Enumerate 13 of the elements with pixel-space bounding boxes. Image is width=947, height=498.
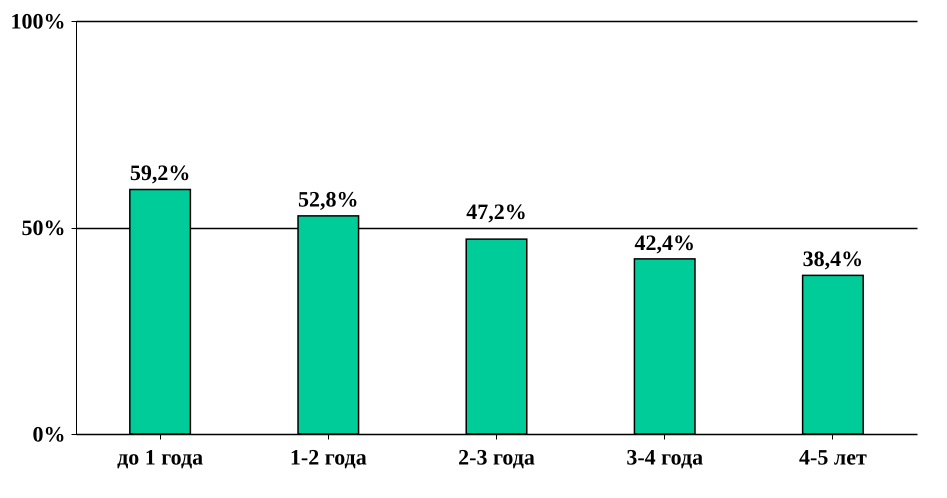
x-tick-label: 2-3 года	[458, 444, 535, 470]
data-label: 38,4%	[802, 246, 864, 271]
data-label: 42,4%	[634, 230, 695, 256]
y-tick-label: 100%	[10, 8, 66, 34]
data-label: 59,2%	[130, 160, 190, 185]
x-tick-label: до 1 года	[117, 444, 204, 470]
y-tick-label: 0%	[32, 422, 66, 446]
x-tick-label: 1-2 года	[290, 444, 367, 470]
y-tick-label: 50%	[22, 215, 66, 240]
data-label: 52,8%	[298, 186, 359, 212]
x-tick-label: 3-4 года	[626, 444, 704, 470]
x-tick-label: 4-5 лет	[799, 444, 867, 470]
data-label: 47,2%	[466, 198, 527, 224]
